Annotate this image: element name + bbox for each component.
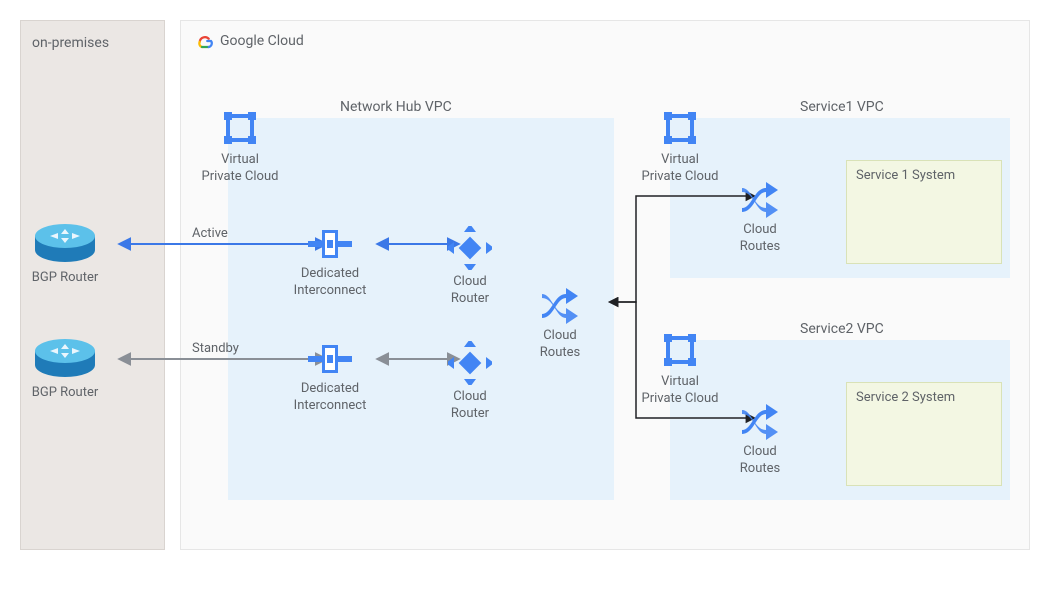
node-label-routes_s2: Cloud Routes: [740, 444, 780, 478]
node-cr1: Cloud Router: [425, 226, 515, 308]
routes-icon: [738, 178, 782, 218]
vpc-icon: [220, 108, 260, 148]
cloudrouter-icon: [448, 226, 492, 270]
google-cloud-text: Google Cloud: [220, 33, 304, 49]
node-routes_s1: Cloud Routes: [715, 178, 805, 256]
node-label-bgp2: BGP Router: [32, 385, 99, 402]
node-bgp1: BGP Router: [20, 220, 110, 287]
node-di1: Dedicated Interconnect: [285, 226, 375, 300]
google-cloud-logo: Google Cloud: [196, 32, 304, 50]
node-label-cr2: Cloud Router: [451, 389, 489, 423]
node-label-routes_hub: Cloud Routes: [540, 328, 580, 362]
node-label-vpc_hub: Virtual Private Cloud: [202, 152, 279, 186]
node-cr2: Cloud Router: [425, 341, 515, 423]
node-routes_hub: Cloud Routes: [515, 284, 605, 362]
node-vpc_s2: Virtual Private Cloud: [635, 330, 725, 408]
node-label-di2: Dedicated Interconnect: [294, 381, 367, 415]
router3d-icon: [30, 220, 100, 266]
node-vpc_hub: Virtual Private Cloud: [195, 108, 285, 186]
interconnect-icon: [308, 341, 352, 377]
sys2-title: Service 2 System: [856, 390, 955, 407]
vpc-icon: [660, 108, 700, 148]
node-vpc_s1: Virtual Private Cloud: [635, 108, 725, 186]
interconnect-icon: [308, 226, 352, 262]
node-label-bgp1: BGP Router: [32, 270, 99, 287]
node-bgp2: BGP Router: [20, 335, 110, 402]
node-label-routes_s1: Cloud Routes: [740, 222, 780, 256]
node-label-vpc_s2: Virtual Private Cloud: [642, 374, 719, 408]
node-routes_s2: Cloud Routes: [715, 400, 805, 478]
routes-icon: [738, 400, 782, 440]
vpc-icon: [660, 330, 700, 370]
edge-label-active: Active: [192, 226, 228, 243]
svc1-title: Service1 VPC: [800, 98, 884, 116]
onprem-title: on-premises: [32, 34, 109, 52]
cloudrouter-icon: [448, 341, 492, 385]
router3d-icon: [30, 335, 100, 381]
node-label-di1: Dedicated Interconnect: [294, 266, 367, 300]
sys1-title: Service 1 System: [856, 168, 955, 185]
node-label-cr1: Cloud Router: [451, 274, 489, 308]
hub-title: Network Hub VPC: [340, 98, 452, 116]
edge-label-standby: Standby: [192, 341, 239, 358]
routes-icon: [538, 284, 582, 324]
node-di2: Dedicated Interconnect: [285, 341, 375, 415]
svc2-title: Service2 VPC: [800, 320, 884, 338]
node-label-vpc_s1: Virtual Private Cloud: [642, 152, 719, 186]
